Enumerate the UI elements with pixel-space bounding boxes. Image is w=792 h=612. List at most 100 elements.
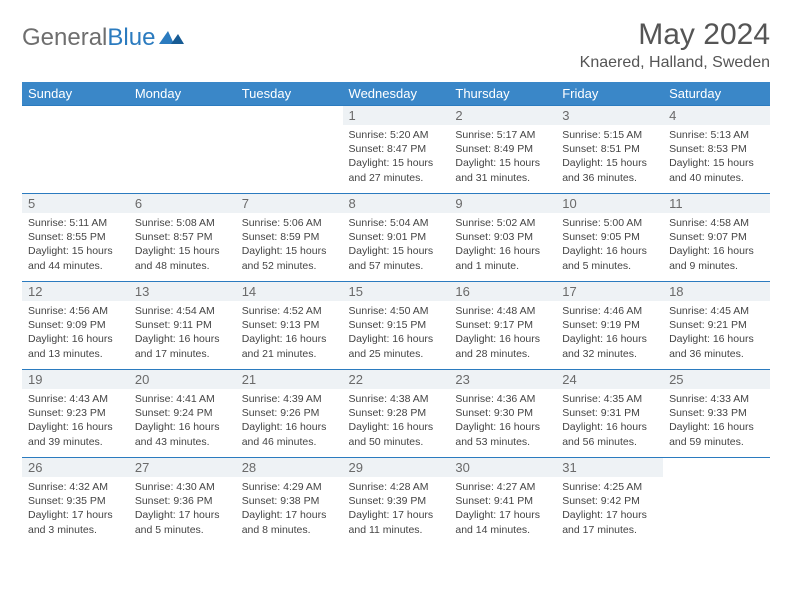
daylight-line: Daylight: 16 hours and 5 minutes. bbox=[562, 245, 647, 271]
day-details: Sunrise: 5:08 AMSunset: 8:57 PMDaylight:… bbox=[129, 213, 236, 277]
day-number: 21 bbox=[236, 370, 343, 389]
calendar-day-cell: 12 Sunrise: 4:56 AM Sunset: 9:09 PM Dayligh… bbox=[22, 282, 129, 370]
calendar-day-cell: 13Sunrise: 4:54 AMSunset: 9:11 PMDayligh… bbox=[129, 282, 236, 370]
calendar-day-cell: 3Sunrise: 5:15 AMSunset: 8:51 PMDaylight… bbox=[556, 106, 663, 194]
sunset-line: Sunset: 9:03 PM bbox=[455, 231, 533, 243]
day-details: Sunrise: 4:29 AM Sunset: 9:38 PM Daylight:… bbox=[236, 477, 343, 541]
sunset-line: Sunset: 9:15 PM bbox=[349, 319, 427, 331]
sunrise-line: Sunrise: 4:56 AM bbox=[28, 305, 108, 317]
calendar-day-cell: 4Sunrise: 5:13 AMSunset: 8:53 PMDaylight… bbox=[663, 106, 770, 194]
daylight-line: Daylight: 17 hours and 5 minutes. bbox=[135, 509, 220, 535]
sunset-line: Sunset: 9:38 PM bbox=[242, 495, 320, 507]
daylight-line: Daylight: 15 hours and 31 minutes. bbox=[455, 157, 540, 183]
calendar-week-row: 19Sunrise: 4:43 AMSunset: 9:23 PMDayligh… bbox=[22, 370, 770, 458]
calendar-day-cell: 24Sunrise: 4:35 AMSunset: 9:31 PMDayligh… bbox=[556, 370, 663, 458]
calendar-day-cell: 0. bbox=[22, 106, 129, 194]
calendar-day-cell: 10Sunrise: 5:00 AMSunset: 9:05 PMDayligh… bbox=[556, 194, 663, 282]
day-details: Sunrise: 4:52 AMSunset: 9:13 PMDaylight:… bbox=[236, 301, 343, 365]
day-details: Sunrise: 5:20 AMSunset: 8:47 PMDaylight:… bbox=[343, 125, 450, 189]
weekday-header: Friday bbox=[556, 82, 663, 106]
sunrise-line: Sunrise: 4:25 AM bbox=[562, 481, 642, 493]
day-details: Sunrise: 5:02 AMSunset: 9:03 PMDaylight:… bbox=[449, 213, 556, 277]
day-number: 20 bbox=[129, 370, 236, 389]
calendar-day-cell: 0. bbox=[129, 106, 236, 194]
sunset-line: Sunset: 9:07 PM bbox=[669, 231, 747, 243]
daylight-line: Daylight: 17 hours and 3 minutes. bbox=[28, 509, 113, 535]
calendar-day-cell: 22Sunrise: 4:38 AMSunset: 9:28 PMDayligh… bbox=[343, 370, 450, 458]
day-details: Sunrise: 5:17 AMSunset: 8:49 PMDaylight:… bbox=[449, 125, 556, 189]
calendar-day-cell: 0. bbox=[236, 106, 343, 194]
daylight-line: Daylight: 17 hours and 8 minutes. bbox=[242, 509, 327, 535]
day-number: 30 bbox=[449, 458, 556, 477]
day-details: Sunrise: 4:41 AMSunset: 9:24 PMDaylight:… bbox=[129, 389, 236, 453]
daylight-line: Daylight: 16 hours and 43 minutes. bbox=[135, 421, 220, 447]
calendar-week-row: 12 Sunrise: 4:56 AM Sunset: 9:09 PM Dayligh… bbox=[22, 282, 770, 370]
daylight-line: Daylight: 16 hours and 25 minutes. bbox=[349, 333, 434, 359]
calendar-day-cell: 18Sunrise: 4:45 AMSunset: 9:21 PMDayligh… bbox=[663, 282, 770, 370]
day-details: Sunrise: 5:13 AMSunset: 8:53 PMDaylight:… bbox=[663, 125, 770, 189]
weekday-header: Monday bbox=[129, 82, 236, 106]
day-number: 4 bbox=[663, 106, 770, 125]
daylight-line: Daylight: 16 hours and 59 minutes. bbox=[669, 421, 754, 447]
day-details: Sunrise: 4:54 AMSunset: 9:11 PMDaylight:… bbox=[129, 301, 236, 365]
day-number: 17 bbox=[556, 282, 663, 301]
day-details: Sunrise: 4:27 AMSunset: 9:41 PMDaylight:… bbox=[449, 477, 556, 541]
calendar-day-cell: 28Sunrise: 4:29 AMSunset: 9:38 PMDayligh… bbox=[236, 458, 343, 546]
sunset-line: Sunset: 9:01 PM bbox=[349, 231, 427, 243]
day-number: 14 bbox=[236, 282, 343, 301]
weekday-header: Saturday bbox=[663, 82, 770, 106]
calendar-day-cell: 29Sunrise: 4:28 AMSunset: 9:39 PMDayligh… bbox=[343, 458, 450, 546]
daylight-line: Daylight: 17 hours and 11 minutes. bbox=[349, 509, 434, 535]
sunset-line: Sunset: 8:57 PM bbox=[135, 231, 213, 243]
day-number: 12 bbox=[22, 282, 129, 301]
daylight-line: Daylight: 16 hours and 1 minute. bbox=[455, 245, 540, 271]
day-number: 11 bbox=[663, 194, 770, 213]
sunset-line: Sunset: 9:33 PM bbox=[669, 407, 747, 419]
calendar-day-cell: 5Sunrise: 5:11 AMSunset: 8:55 PMDaylight… bbox=[22, 194, 129, 282]
calendar-day-cell: 16Sunrise: 4:48 AMSunset: 9:17 PMDayligh… bbox=[449, 282, 556, 370]
daylight-line: Daylight: 16 hours and 9 minutes. bbox=[669, 245, 754, 271]
sunrise-line: Sunrise: 4:30 AM bbox=[135, 481, 215, 493]
calendar-day-cell: 30Sunrise: 4:27 AMSunset: 9:41 PMDayligh… bbox=[449, 458, 556, 546]
sunset-line: Sunset: 8:49 PM bbox=[455, 143, 533, 155]
sunrise-line: Sunrise: 5:04 AM bbox=[349, 217, 429, 229]
day-details: Sunrise: 4:28 AMSunset: 9:39 PMDaylight:… bbox=[343, 477, 450, 541]
calendar-day-cell: 9Sunrise: 5:02 AMSunset: 9:03 PMDaylight… bbox=[449, 194, 556, 282]
sunrise-line: Sunrise: 4:52 AM bbox=[242, 305, 322, 317]
sunset-line: Sunset: 9:30 PM bbox=[455, 407, 533, 419]
calendar-table: SundayMondayTuesdayWednesdayThursdayFrid… bbox=[22, 82, 770, 546]
sunrise-line: Sunrise: 4:29 AM bbox=[242, 481, 322, 493]
calendar-body: 0.0.0.1Sunrise: 5:20 AMSunset: 8:47 PMDa… bbox=[22, 106, 770, 546]
calendar-day-cell: 21Sunrise: 4:39 AMSunset: 9:26 PMDayligh… bbox=[236, 370, 343, 458]
daylight-line: Daylight: 16 hours and 56 minutes. bbox=[562, 421, 647, 447]
day-number: 3 bbox=[556, 106, 663, 125]
daylight-line: Daylight: 16 hours and 53 minutes. bbox=[455, 421, 540, 447]
day-details: Sunrise: 4:58 AMSunset: 9:07 PMDaylight:… bbox=[663, 213, 770, 277]
sunset-line: Sunset: 9:42 PM bbox=[562, 495, 640, 507]
weekday-header: Tuesday bbox=[236, 82, 343, 106]
sunset-line: Sunset: 9:26 PM bbox=[242, 407, 320, 419]
day-details: Sunrise: 4:50 AM Sunset: 9:15 PM Daylight:… bbox=[343, 301, 450, 365]
logo-mark-icon bbox=[159, 24, 185, 52]
day-details: Sunrise: 4:32 AMSunset: 9:35 PMDaylight:… bbox=[22, 477, 129, 541]
day-number: 19 bbox=[22, 370, 129, 389]
sunrise-line: Sunrise: 4:50 AM bbox=[349, 305, 429, 317]
sunset-line: Sunset: 9:39 PM bbox=[349, 495, 427, 507]
sunrise-line: Sunrise: 4:54 AM bbox=[135, 305, 215, 317]
sunset-line: Sunset: 9:09 PM bbox=[28, 319, 106, 331]
calendar-day-cell: 0. bbox=[663, 458, 770, 546]
sunrise-line: Sunrise: 4:27 AM bbox=[455, 481, 535, 493]
calendar-day-cell: 2Sunrise: 5:17 AMSunset: 8:49 PMDaylight… bbox=[449, 106, 556, 194]
calendar-day-cell: 7Sunrise: 5:06 AMSunset: 8:59 PMDaylight… bbox=[236, 194, 343, 282]
sunset-line: Sunset: 9:35 PM bbox=[28, 495, 106, 507]
daylight-line: Daylight: 15 hours and 52 minutes. bbox=[242, 245, 327, 271]
day-number: 31 bbox=[556, 458, 663, 477]
sunrise-line: Sunrise: 5:11 AM bbox=[28, 217, 107, 229]
logo: GeneralBlue bbox=[22, 24, 185, 52]
daylight-line: Daylight: 16 hours and 50 minutes. bbox=[349, 421, 434, 447]
day-number: 29 bbox=[343, 458, 450, 477]
daylight-line: Daylight: 16 hours and 13 minutes. bbox=[28, 333, 113, 359]
calendar-week-row: 5Sunrise: 5:11 AMSunset: 8:55 PMDaylight… bbox=[22, 194, 770, 282]
day-number: 26 bbox=[22, 458, 129, 477]
day-number: 9 bbox=[449, 194, 556, 213]
